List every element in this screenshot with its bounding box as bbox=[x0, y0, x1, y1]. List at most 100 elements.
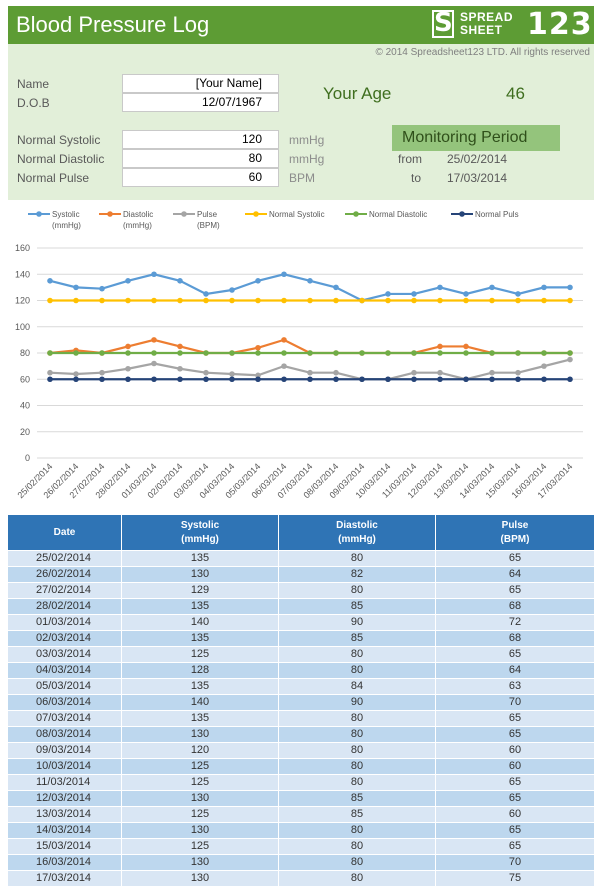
cell-diastolic[interactable]: 80 bbox=[279, 838, 436, 854]
cell-diastolic[interactable]: 82 bbox=[279, 566, 436, 582]
data-point bbox=[359, 376, 365, 383]
name-field[interactable]: [Your Name] bbox=[122, 74, 279, 93]
cell-systolic[interactable]: 130 bbox=[122, 790, 279, 806]
table-row: 02/03/2014 135 85 68 bbox=[8, 630, 594, 646]
normal-systolic-field[interactable]: 120 bbox=[122, 130, 279, 149]
cell-pulse[interactable]: 63 bbox=[436, 678, 594, 694]
cell-date[interactable]: 10/03/2014 bbox=[8, 758, 122, 774]
normal-diastolic-field[interactable]: 80 bbox=[122, 149, 279, 168]
cell-date[interactable]: 03/03/2014 bbox=[8, 646, 122, 662]
cell-diastolic[interactable]: 80 bbox=[279, 646, 436, 662]
cell-date[interactable]: 26/02/2014 bbox=[8, 566, 122, 582]
cell-diastolic[interactable]: 80 bbox=[279, 758, 436, 774]
cell-pulse[interactable]: 65 bbox=[436, 822, 594, 838]
cell-systolic[interactable]: 135 bbox=[122, 630, 279, 646]
cell-systolic[interactable]: 130 bbox=[122, 566, 279, 582]
cell-diastolic[interactable]: 80 bbox=[279, 550, 436, 566]
cell-diastolic[interactable]: 80 bbox=[279, 854, 436, 870]
cell-pulse[interactable]: 68 bbox=[436, 630, 594, 646]
cell-systolic[interactable]: 135 bbox=[122, 598, 279, 614]
cell-systolic[interactable]: 120 bbox=[122, 742, 279, 758]
y-tick-label: 20 bbox=[20, 427, 30, 437]
cell-diastolic[interactable]: 80 bbox=[279, 582, 436, 598]
cell-diastolic[interactable]: 90 bbox=[279, 614, 436, 630]
cell-date[interactable]: 13/03/2014 bbox=[8, 806, 122, 822]
cell-diastolic[interactable]: 80 bbox=[279, 822, 436, 838]
cell-diastolic[interactable]: 80 bbox=[279, 742, 436, 758]
cell-date[interactable]: 14/03/2014 bbox=[8, 822, 122, 838]
cell-systolic[interactable]: 135 bbox=[122, 678, 279, 694]
cell-date[interactable]: 05/03/2014 bbox=[8, 678, 122, 694]
cell-date[interactable]: 07/03/2014 bbox=[8, 710, 122, 726]
cell-pulse[interactable]: 72 bbox=[436, 614, 594, 630]
cell-date[interactable]: 16/03/2014 bbox=[8, 854, 122, 870]
cell-systolic[interactable]: 125 bbox=[122, 838, 279, 854]
cell-diastolic[interactable]: 90 bbox=[279, 694, 436, 710]
cell-systolic[interactable]: 130 bbox=[122, 726, 279, 742]
cell-pulse[interactable]: 64 bbox=[436, 566, 594, 582]
cell-date[interactable]: 28/02/2014 bbox=[8, 598, 122, 614]
cell-pulse[interactable]: 65 bbox=[436, 726, 594, 742]
cell-diastolic[interactable]: 85 bbox=[279, 806, 436, 822]
cell-pulse[interactable]: 65 bbox=[436, 790, 594, 806]
cell-date[interactable]: 01/03/2014 bbox=[8, 614, 122, 630]
cell-date[interactable]: 25/02/2014 bbox=[8, 550, 122, 566]
cell-date[interactable]: 17/03/2014 bbox=[8, 870, 122, 886]
cell-diastolic[interactable]: 80 bbox=[279, 662, 436, 678]
cell-pulse[interactable]: 65 bbox=[436, 550, 594, 566]
from-date[interactable]: 25/02/2014 bbox=[447, 152, 508, 166]
cell-systolic[interactable]: 128 bbox=[122, 662, 279, 678]
y-tick-label: 100 bbox=[15, 322, 30, 332]
cell-pulse[interactable]: 65 bbox=[436, 710, 594, 726]
cell-pulse[interactable]: 65 bbox=[436, 646, 594, 662]
cell-date[interactable]: 12/03/2014 bbox=[8, 790, 122, 806]
cell-systolic[interactable]: 125 bbox=[122, 758, 279, 774]
cell-date[interactable]: 15/03/2014 bbox=[8, 838, 122, 854]
data-point bbox=[567, 376, 573, 383]
cell-systolic[interactable]: 129 bbox=[122, 582, 279, 598]
to-date[interactable]: 17/03/2014 bbox=[447, 171, 508, 185]
cell-systolic[interactable]: 135 bbox=[122, 710, 279, 726]
cell-systolic[interactable]: 130 bbox=[122, 822, 279, 838]
cell-date[interactable]: 08/03/2014 bbox=[8, 726, 122, 742]
cell-date[interactable]: 09/03/2014 bbox=[8, 742, 122, 758]
cell-systolic[interactable]: 125 bbox=[122, 774, 279, 790]
cell-systolic[interactable]: 140 bbox=[122, 614, 279, 630]
normal-pulse-field[interactable]: 60 bbox=[122, 168, 279, 187]
cell-pulse[interactable]: 75 bbox=[436, 870, 594, 886]
cell-systolic[interactable]: 125 bbox=[122, 646, 279, 662]
cell-systolic[interactable]: 135 bbox=[122, 550, 279, 566]
cell-diastolic[interactable]: 80 bbox=[279, 710, 436, 726]
cell-diastolic[interactable]: 80 bbox=[279, 774, 436, 790]
cell-systolic[interactable]: 130 bbox=[122, 870, 279, 886]
table-row: 07/03/2014 135 80 65 bbox=[8, 710, 594, 726]
cell-diastolic[interactable]: 84 bbox=[279, 678, 436, 694]
cell-pulse[interactable]: 70 bbox=[436, 694, 594, 710]
cell-systolic[interactable]: 125 bbox=[122, 806, 279, 822]
data-point bbox=[47, 369, 53, 376]
cell-date[interactable]: 06/03/2014 bbox=[8, 694, 122, 710]
cell-date[interactable]: 02/03/2014 bbox=[8, 630, 122, 646]
cell-date[interactable]: 27/02/2014 bbox=[8, 582, 122, 598]
cell-pulse[interactable]: 60 bbox=[436, 758, 594, 774]
cell-diastolic[interactable]: 85 bbox=[279, 598, 436, 614]
cell-diastolic[interactable]: 85 bbox=[279, 790, 436, 806]
cell-systolic[interactable]: 140 bbox=[122, 694, 279, 710]
cell-pulse[interactable]: 65 bbox=[436, 774, 594, 790]
cell-pulse[interactable]: 60 bbox=[436, 806, 594, 822]
cell-date[interactable]: 11/03/2014 bbox=[8, 774, 122, 790]
cell-pulse[interactable]: 60 bbox=[436, 742, 594, 758]
cell-pulse[interactable]: 64 bbox=[436, 662, 594, 678]
cell-diastolic[interactable]: 80 bbox=[279, 726, 436, 742]
dob-field[interactable]: 12/07/1967 bbox=[122, 93, 279, 112]
legend-label: Normal Systolic bbox=[269, 210, 325, 219]
cell-pulse[interactable]: 65 bbox=[436, 582, 594, 598]
cell-pulse[interactable]: 68 bbox=[436, 598, 594, 614]
cell-date[interactable]: 04/03/2014 bbox=[8, 662, 122, 678]
cell-diastolic[interactable]: 85 bbox=[279, 630, 436, 646]
cell-pulse[interactable]: 70 bbox=[436, 854, 594, 870]
cell-pulse[interactable]: 65 bbox=[436, 838, 594, 854]
cell-diastolic[interactable]: 80 bbox=[279, 870, 436, 886]
y-tick-label: 60 bbox=[20, 374, 30, 384]
cell-systolic[interactable]: 130 bbox=[122, 854, 279, 870]
